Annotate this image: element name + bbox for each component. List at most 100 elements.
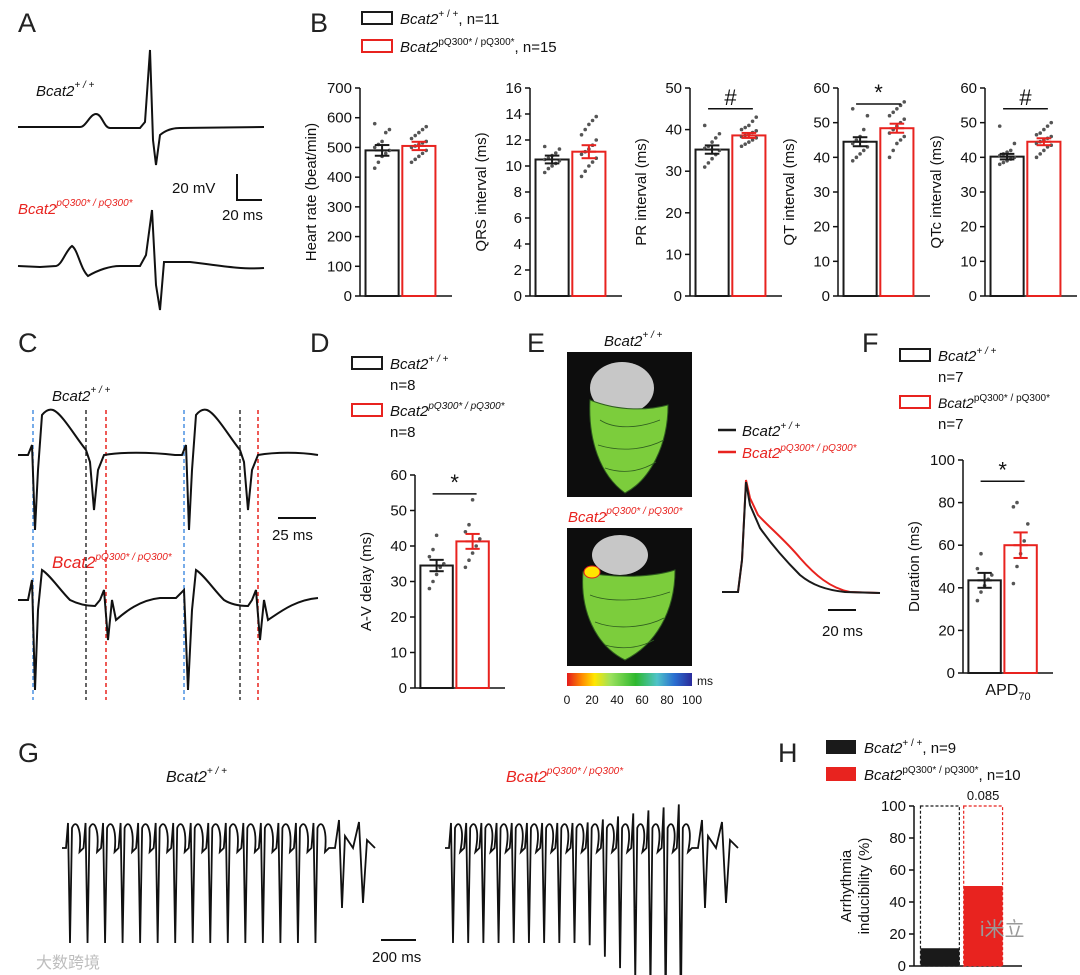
e-wt-atria [590, 362, 654, 414]
y-tick-label: 60 [390, 467, 407, 484]
data-point [383, 151, 388, 156]
y-tick-label: 10 [505, 158, 522, 175]
data-point [1042, 127, 1046, 132]
data-point [743, 142, 747, 146]
y-tick-label: 20 [889, 926, 906, 943]
chart-heart-rate: 0 100 200 300 400 500 600 700 Heart rate (beat/m… [303, 80, 452, 305]
data-point [997, 124, 1002, 128]
legend-f-mut: Bcat2pQ300* / pQ300* [938, 393, 1050, 411]
data-point [895, 141, 899, 146]
data-point [1034, 155, 1039, 160]
colorbar-tick-label: 100 [682, 693, 702, 707]
data-point [706, 161, 711, 165]
data-point [431, 579, 435, 584]
c-mut-label: Bcat2pQ300* / pQ300* [52, 552, 173, 572]
data-point [1049, 120, 1054, 125]
y-tick-label: 40 [960, 149, 977, 166]
bar [694, 148, 730, 297]
legend-b-mut: Bcat2pQ300* / pQ300*, n=15 [400, 37, 557, 56]
g-wt-trace [62, 819, 376, 944]
y-axis-label: QRS interval (ms) [473, 132, 490, 251]
data-point [583, 169, 587, 173]
legend-b-mut-swatch [361, 39, 393, 53]
legend-d-mut: Bcat2pQ300* / pQ300* [390, 401, 506, 420]
data-point [1034, 133, 1039, 137]
data-point [427, 586, 432, 591]
data-point [587, 164, 591, 168]
panel-label-f: F [862, 328, 879, 358]
y-tick-label: 4 [514, 236, 522, 253]
data-point [470, 551, 475, 555]
e-wt-activation-map [567, 352, 692, 497]
y-tick-label: 16 [505, 80, 522, 97]
data-point [557, 147, 562, 151]
c-wt-label: Bcat2+ / + [52, 385, 111, 405]
watermark-right: i米立 [980, 918, 1024, 941]
y-tick-label: 100 [881, 798, 906, 815]
legend-h-mut: Bcat2pQ300* / pQ300*, n=10 [864, 765, 1021, 784]
y-tick-label: 2 [514, 262, 522, 279]
legend-d-wt-n: n=8 [390, 377, 415, 394]
a-scale-time: 20 ms [222, 207, 263, 224]
data-point [1012, 141, 1017, 146]
significance-marker: * [450, 470, 459, 495]
data-point [590, 118, 595, 123]
data-point [1008, 148, 1013, 153]
bar [534, 158, 570, 297]
y-axis-label: Heart rate (beat/min) [303, 123, 320, 261]
data-point [898, 138, 903, 142]
legend-f-wt: Bcat2+ / + [938, 346, 997, 365]
y-tick-label: 30 [960, 184, 977, 201]
data-point [380, 139, 384, 144]
chart-apd70: 0 20 40 60 80 100 Duration (ms) * APD70 [906, 452, 1053, 703]
y-axis-label: Arrhythmiainducibility (%) [838, 838, 873, 935]
legend-h-mut-swatch [826, 767, 856, 781]
data-point [1015, 564, 1019, 569]
data-point [702, 165, 707, 169]
a-scale-voltage: 20 mV [172, 180, 215, 197]
bar [419, 564, 454, 690]
y-tick-label: 0 [969, 288, 977, 305]
bar [364, 149, 400, 297]
legend-b-wt: Bcat2+ / +, n=11 [400, 9, 499, 28]
y-tick-label: 40 [813, 149, 830, 166]
data-point [553, 151, 558, 155]
y-tick-label: 700 [327, 80, 352, 97]
data-point [754, 115, 759, 119]
data-point [1015, 500, 1019, 505]
data-point [858, 152, 862, 156]
g-mut-trace [445, 804, 739, 975]
panel-label-h: H [778, 738, 798, 768]
chart-av-delay: 0 10 20 30 40 50 60 A-V delay (ms) * [358, 467, 505, 697]
bar-fill [920, 948, 960, 966]
data-point [376, 160, 381, 165]
y-tick-label: 40 [665, 122, 682, 139]
data-point [417, 130, 421, 135]
data-point [990, 573, 994, 577]
bar [401, 144, 437, 297]
y-tick-label: 14 [505, 106, 522, 123]
y-tick-label: 400 [327, 169, 352, 186]
a-wt-ecg-trace [18, 49, 265, 166]
data-point [1011, 581, 1016, 586]
e-mut-atria [592, 535, 648, 575]
y-tick-label: 0 [344, 288, 352, 305]
bar [1003, 544, 1038, 675]
y-tick-label: 100 [930, 452, 955, 469]
data-point [710, 156, 714, 161]
bar [879, 127, 915, 297]
data-point [420, 127, 425, 132]
y-axis-label: PR interval (ms) [633, 138, 650, 246]
legend-d-mut-n: n=8 [390, 424, 415, 441]
y-tick-label: 20 [665, 205, 682, 222]
colorbar-tick-label: 0 [564, 693, 571, 707]
data-point [594, 114, 599, 119]
data-point [546, 166, 551, 171]
data-point [417, 154, 421, 159]
x-axis-label: APD70 [985, 682, 1030, 703]
c-wt-trace [18, 408, 319, 531]
e-legend-mut: Bcat2pQ300* / pQ300* [742, 443, 858, 462]
y-tick-label: 100 [327, 258, 352, 275]
data-point [409, 136, 414, 141]
